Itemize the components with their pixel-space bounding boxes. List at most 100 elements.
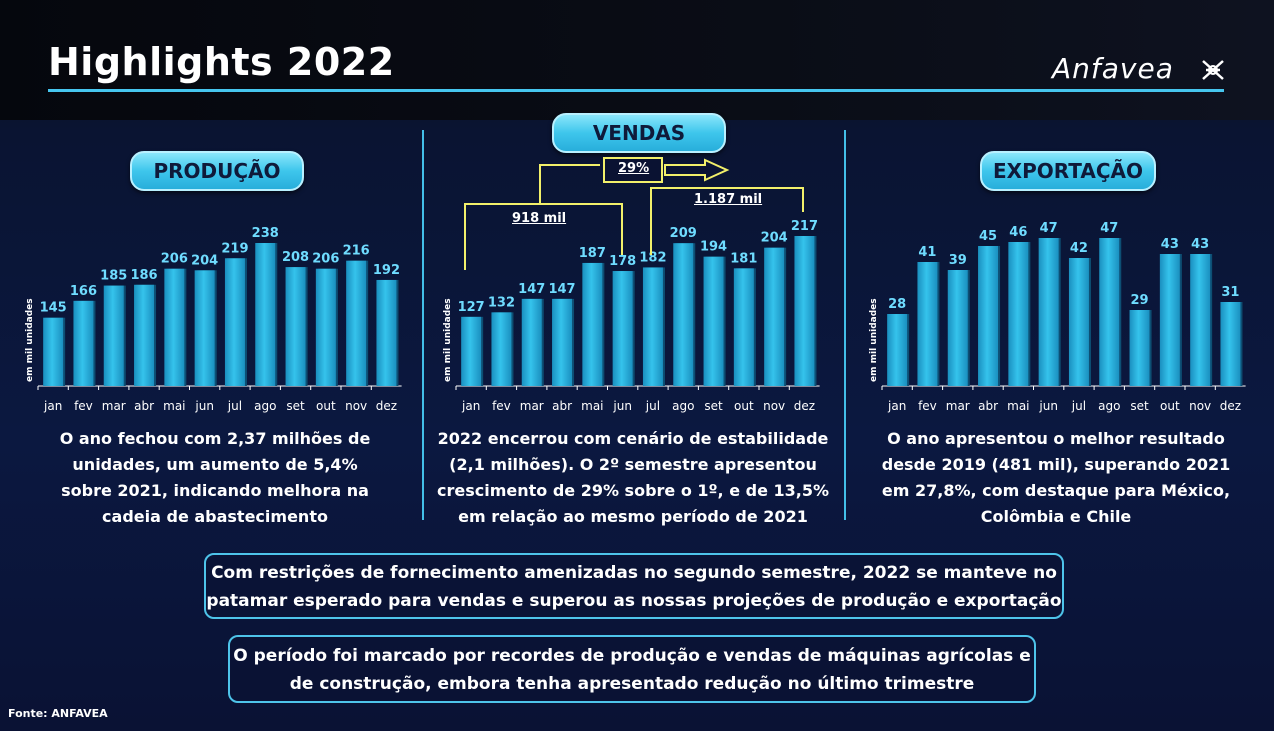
tick-label: mar <box>946 399 970 413</box>
tick-label: jun <box>194 399 214 413</box>
bar <box>1220 302 1241 386</box>
data-label: 217 <box>791 219 818 234</box>
exportacao-label: EXPORTAÇÃO <box>980 151 1156 191</box>
data-label: 216 <box>343 244 370 259</box>
tick-label: jan <box>43 399 62 413</box>
tick-label: dez <box>376 399 397 413</box>
description-line: desde 2019 (481 mil), superando 2021 <box>881 455 1231 474</box>
tick-label: set <box>1130 399 1149 413</box>
tick-label: jun <box>1038 399 1058 413</box>
bar <box>43 317 64 386</box>
bar <box>1129 310 1150 386</box>
data-label: 132 <box>488 295 515 310</box>
bar <box>887 314 908 386</box>
data-label: 147 <box>518 282 545 297</box>
tick-label: abr <box>978 399 998 413</box>
tick-label: mai <box>163 399 185 413</box>
producao-description: O ano fechou com 2,37 milhões de unidade… <box>20 426 410 530</box>
bar <box>376 279 397 386</box>
bar <box>1008 242 1029 386</box>
anfavea-logo-icon <box>1202 60 1224 80</box>
tick-label: jan <box>461 399 480 413</box>
bar <box>521 298 542 386</box>
vendas-description: 2022 encerrou com cenário de estabilidad… <box>428 426 838 530</box>
summary-line: Com restrições de fornecimento amenizada… <box>211 563 1057 583</box>
data-label: 42 <box>1070 241 1088 256</box>
data-label: 204 <box>191 253 218 268</box>
tick-label: fev <box>918 399 937 413</box>
tick-label: jul <box>1071 399 1086 413</box>
exportacao-description: O ano apresentou o melhor resultado desd… <box>856 426 1256 530</box>
data-label: 31 <box>1221 285 1239 300</box>
title-underline <box>48 89 1224 92</box>
bar <box>764 247 785 386</box>
bar <box>1038 238 1059 386</box>
data-label: 182 <box>639 250 666 265</box>
description-line: sobre 2021, indicando melhora na <box>61 481 369 500</box>
bar <box>194 270 215 386</box>
summary-box-2: O período foi marcado por recordes de pr… <box>228 635 1036 703</box>
bar <box>491 312 512 386</box>
first-half-bracket <box>464 203 623 270</box>
tick-label: ago <box>254 399 276 413</box>
tick-label: jun <box>612 399 632 413</box>
description-line: cadeia de abastecimento <box>102 507 328 526</box>
bar <box>1190 254 1211 386</box>
exportacao-chart: em mil unidades 28 jan 41 fev 39 mar 45 abr 46 mai… <box>869 221 1246 413</box>
summary-box-1: Com restrições de fornecimento amenizada… <box>204 553 1064 619</box>
description-line: Colômbia e Chile <box>980 507 1132 526</box>
bar <box>461 316 482 386</box>
vendas-chart: em mil unidades 127 jan 132 fev 147 mar 147 abr 1… <box>443 219 820 413</box>
data-label: 45 <box>979 229 997 244</box>
bar <box>164 268 185 386</box>
data-label: 209 <box>670 226 697 241</box>
bar <box>103 285 124 386</box>
y-axis-label: em mil unidades <box>869 298 879 382</box>
data-label: 187 <box>579 246 606 261</box>
data-label: 41 <box>918 245 936 260</box>
tick-label: dez <box>794 399 815 413</box>
data-label: 206 <box>312 252 339 267</box>
data-label: 219 <box>221 241 248 256</box>
growth-arrow-head <box>664 158 730 182</box>
tick-label: nov <box>1189 399 1211 413</box>
tick-label: fev <box>492 399 511 413</box>
bar <box>1099 238 1120 386</box>
tick-label: ago <box>672 399 694 413</box>
tick-label: ago <box>1098 399 1120 413</box>
tick-label: out <box>734 399 754 413</box>
tick-label: nov <box>763 399 785 413</box>
first-half-label: 918 mil <box>512 211 567 226</box>
bar <box>794 236 815 386</box>
bar <box>733 268 754 386</box>
tick-label: mar <box>520 399 544 413</box>
bar <box>612 271 633 386</box>
tick-label: mai <box>1007 399 1029 413</box>
description-line: O ano fechou com 2,37 milhões de <box>59 429 371 448</box>
bar <box>947 270 968 386</box>
tick-label: nov <box>345 399 367 413</box>
source-note: Fonte: ANFAVEA <box>8 707 108 720</box>
description-line: em relação ao mesmo período de 2021 <box>458 507 808 526</box>
bar <box>1068 258 1089 386</box>
description-line: crescimento de 29% sobre o 1º, e de 13,5… <box>436 481 830 500</box>
bar <box>703 256 724 386</box>
tick-label: jul <box>227 399 242 413</box>
description-line: unidades, um aumento de 5,4% <box>72 455 358 474</box>
data-label: 145 <box>40 301 67 316</box>
tick-label: set <box>286 399 305 413</box>
tick-label: abr <box>134 399 154 413</box>
data-label: 28 <box>888 297 906 312</box>
producao-label: PRODUÇÃO <box>130 151 304 191</box>
bar <box>285 267 306 386</box>
bar <box>552 298 573 386</box>
data-label: 206 <box>161 252 188 267</box>
tick-label: mai <box>581 399 603 413</box>
data-label: 194 <box>700 240 727 255</box>
data-label: 204 <box>761 231 788 246</box>
tick-label: set <box>704 399 723 413</box>
description-line: 2022 encerrou com cenário de estabilidad… <box>437 429 829 448</box>
data-label: 147 <box>548 282 575 297</box>
